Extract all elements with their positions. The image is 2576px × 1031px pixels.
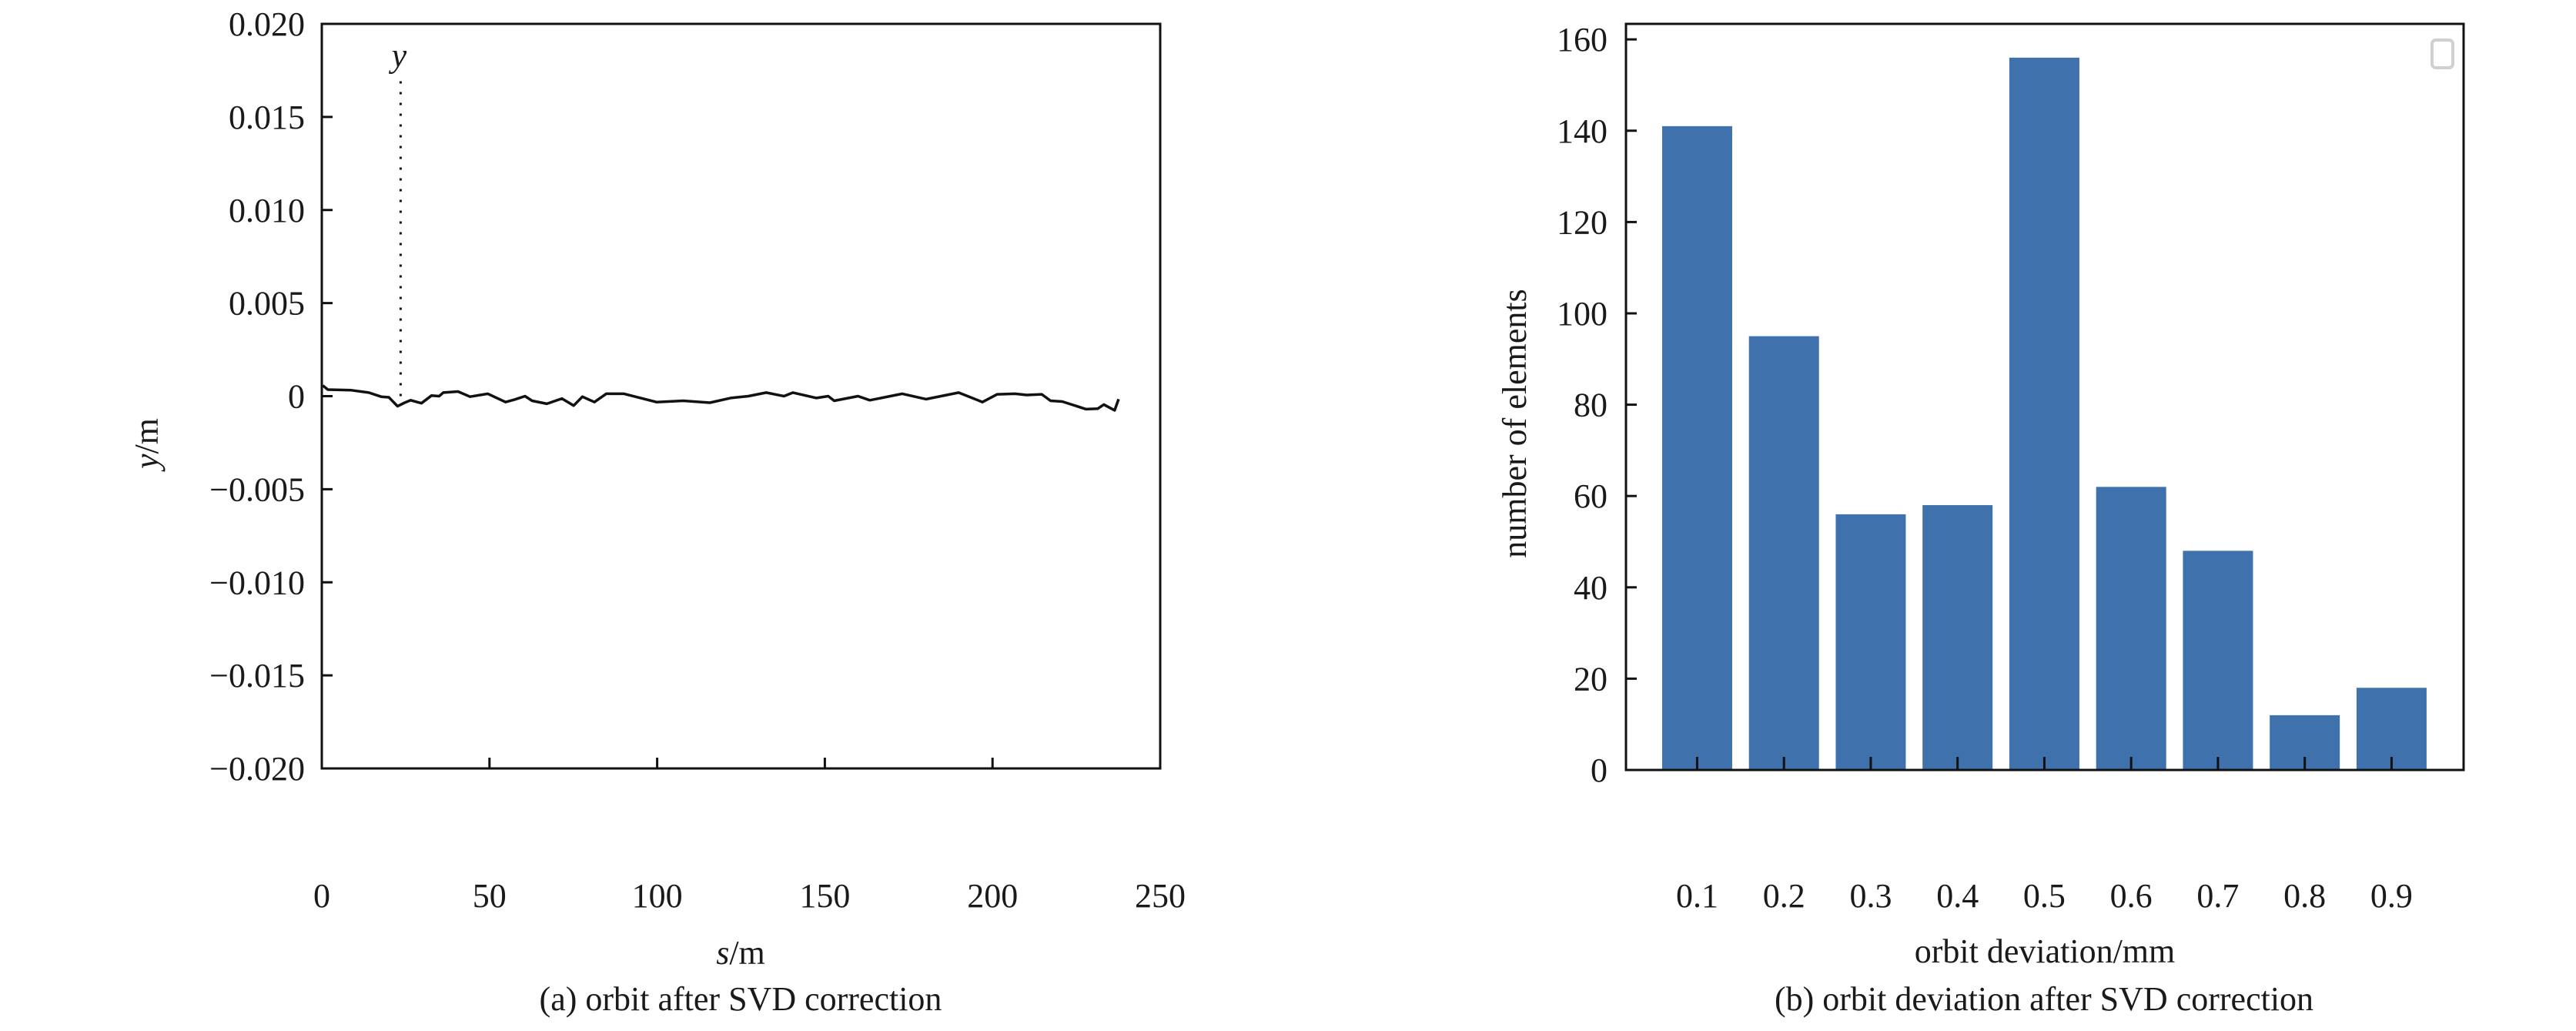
x-label-var: s [716,934,729,972]
bar-0.4 [1922,505,1993,770]
x-tick-label-a: 150 [799,877,850,915]
y-tick-label-b: 100 [1557,295,1607,333]
x-tick-label-a: 50 [473,877,507,915]
y-label-var: y [128,454,166,472]
y-tick-label-b: 60 [1574,477,1607,515]
x-tick-label-a: 100 [632,877,683,915]
legend-box [2430,38,2454,69]
y-tick-label-b: 160 [1557,21,1607,59]
x-axis-label-a: s/m [716,934,765,972]
y-label-unit: /m [128,418,166,454]
x-tick-label-b: 0.3 [1849,877,1892,915]
y-tick-label-a: −0.020 [209,750,305,788]
bar-0.3 [1835,514,1906,770]
y-tick-label-a: 0 [288,378,305,416]
plot-frame-b [1624,22,2465,772]
y-tick-label-a: 0.015 [229,99,305,136]
y-tick-label-b: 0 [1591,751,1607,789]
x-tick-label-a: 250 [1135,877,1186,915]
y-tick-label-b: 120 [1557,203,1607,241]
x-tick-label-b: 0.7 [2196,877,2239,915]
bar-0.1 [1661,126,1732,770]
caption-b: (b) orbit deviation after SVD correction [1775,980,2313,1018]
x-tick-label-a: 0 [313,877,330,915]
bar-0.5 [2009,57,2079,770]
bar-0.6 [2096,487,2166,770]
x-tick-label-b: 0.4 [1936,877,1979,915]
y-tick-label-a: 0.005 [229,285,305,323]
y-tick-label-b: 40 [1574,569,1607,607]
chart-histogram: (b) orbit deviation after SVD correction… [1496,21,2465,1018]
bar-0.9 [2356,688,2427,770]
x-axis-label-b: orbit deviation/mm [1915,932,2176,970]
y-tick-label-a: −0.005 [209,470,305,508]
y-tick-label-a: 0.020 [229,5,305,43]
x-tick-label-b: 0.9 [2370,877,2413,915]
y-tick-label-b: 140 [1557,112,1607,150]
x-tick-label-b: 0.8 [2283,877,2326,915]
x-tick-label-b: 0.6 [2110,877,2153,915]
x-tick-label-b: 0.5 [2023,877,2066,915]
y-axis-label-b: number of elements [1496,289,1534,557]
y-tick-label-a: −0.015 [209,657,305,695]
y-tick-label-b: 20 [1574,660,1607,698]
x-tick-label-a: 200 [967,877,1018,915]
x-tick-label-b: 0.1 [1676,877,1718,915]
series-line-y [322,384,1120,412]
x-label-unit: /m [729,934,764,972]
y-axis-label-a: y/m [128,418,166,472]
bar-0.2 [1748,336,1819,770]
x-tick-label-b: 0.2 [1763,877,1805,915]
chart-orbit: (a) orbit after SVD correction s/m y/m y… [128,5,1186,1018]
bar-0.7 [2183,551,2253,770]
y-tick-label-a: −0.010 [209,564,305,601]
caption-a: (a) orbit after SVD correction [540,980,942,1018]
y-tick-label-b: 80 [1574,387,1607,424]
annotation-label-y: y [389,37,407,75]
y-tick-label-a: 0.010 [229,192,305,229]
